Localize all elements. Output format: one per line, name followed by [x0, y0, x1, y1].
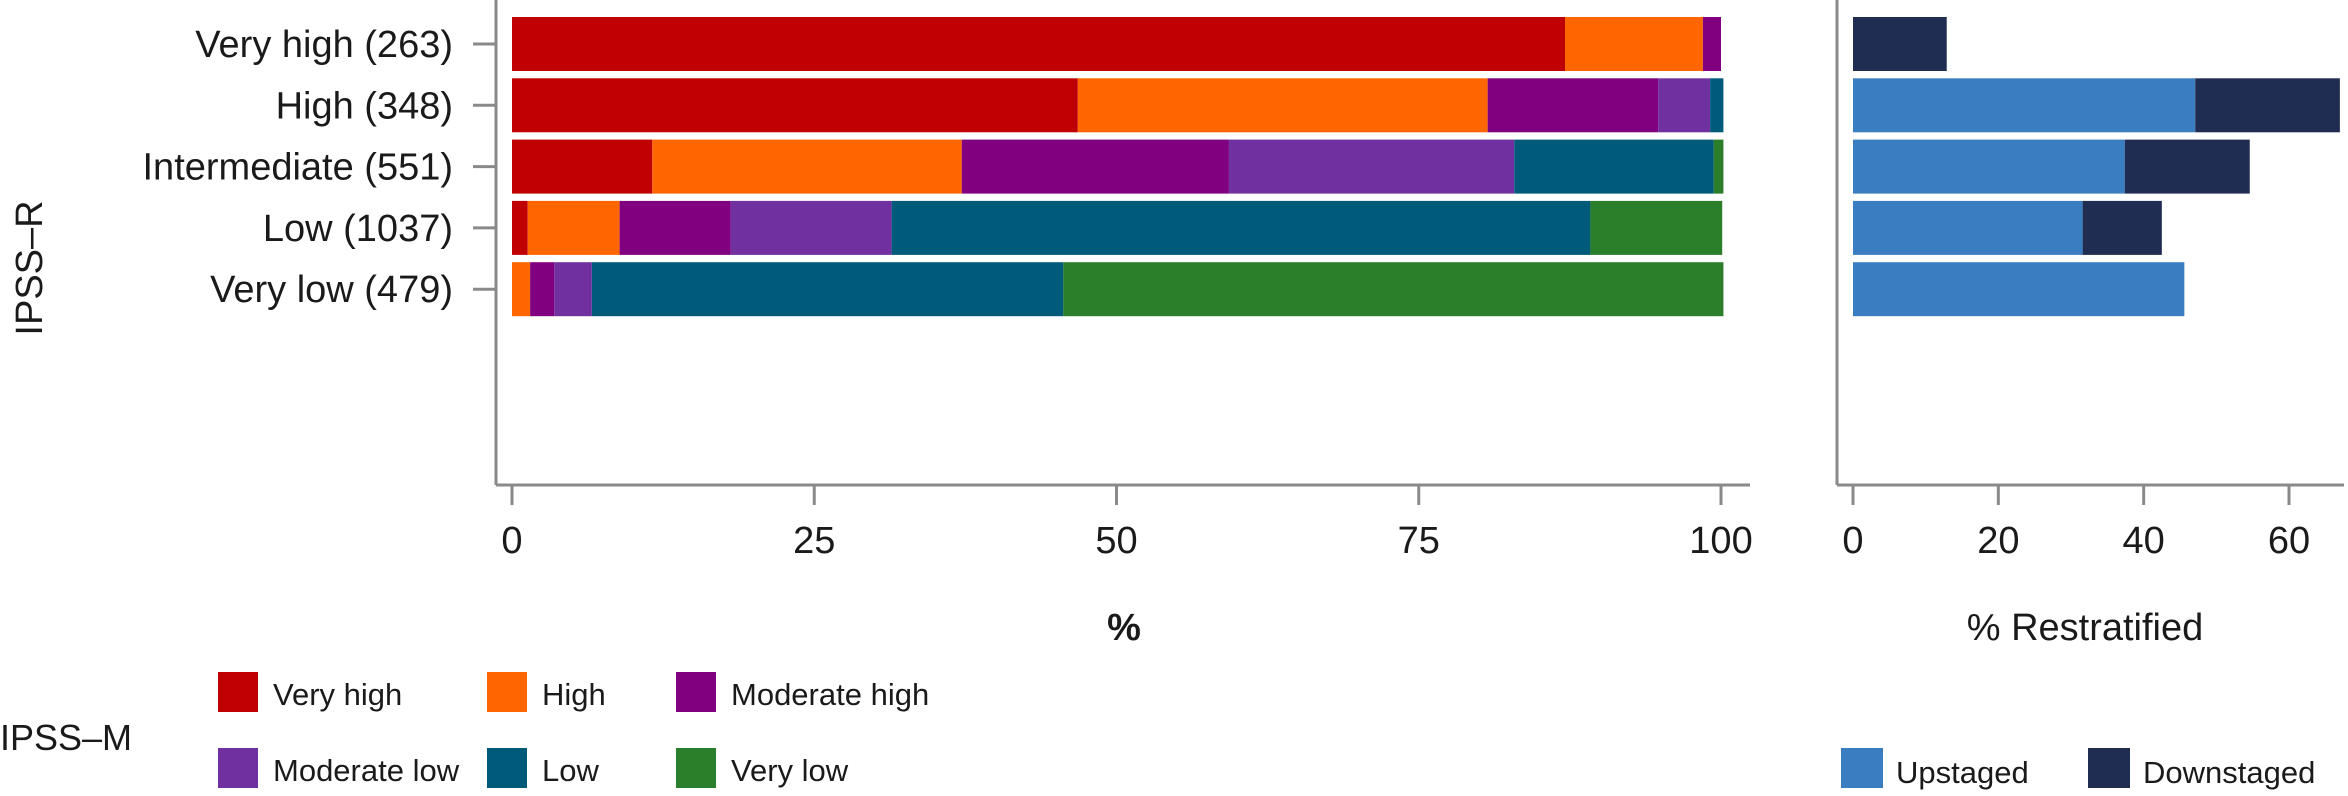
bar-downstaged-intermediate: [2124, 139, 2250, 194]
ipssm-legend-title: IPSS–M: [0, 717, 132, 758]
legend-swatch-low: [487, 748, 527, 788]
x-tick-label-75: 75: [1398, 520, 1440, 562]
bar-high-high: [1077, 78, 1488, 133]
bar-very-low-intermediate: [1713, 139, 1724, 194]
bar-very-high-very-high: [512, 17, 1566, 71]
legend-swatch-very-high: [218, 672, 258, 712]
bar-very-low-very-low: [1063, 262, 1724, 317]
bar-downstaged-low: [2082, 200, 2162, 255]
y-axis-title: IPSS–R: [9, 200, 51, 335]
bar-very-high-intermediate: [512, 139, 653, 194]
left-stacked-bar-panel: Very high (263) High (348) Intermediate (5…: [143, 0, 1753, 562]
right-x-axis-title: % Restratified: [1967, 607, 2204, 649]
bar-high-intermediate: [652, 139, 962, 194]
bar-moderate-low-very-low: [554, 262, 592, 317]
legend-label-very-low: Very low: [731, 753, 849, 788]
bar-upstaged-very-low: [1853, 262, 2185, 317]
bar-moderate-high-very-low: [530, 262, 555, 317]
bar-very-low-low: [1590, 200, 1723, 255]
bar-moderate-low-high: [1658, 78, 1711, 133]
y-tick-label-high: High (348): [276, 85, 453, 127]
y-tick-label-very-high: Very high (263): [195, 24, 453, 66]
legend-label-downstaged: Downstaged: [2143, 755, 2315, 790]
right-restratified-bar-panel: 0 20 40 60: [1835, 0, 2344, 562]
x-tick-label-60: 60: [2268, 520, 2310, 562]
bar-moderate-high-very-high: [1702, 17, 1721, 71]
bar-moderate-high-high: [1487, 78, 1659, 133]
y-tick-label-low: Low (1037): [263, 208, 453, 250]
legend-label-very-high: Very high: [273, 677, 402, 712]
x-tick-label-0: 0: [501, 520, 522, 562]
bar-very-high-high: [512, 78, 1078, 133]
bar-low-intermediate: [1514, 139, 1714, 194]
legend-label-moderate-high: Moderate high: [731, 677, 929, 712]
x-tick-label-0: 0: [1842, 520, 1863, 562]
y-tick-label-intermediate: Intermediate (551): [143, 147, 454, 189]
bar-moderate-high-low: [619, 200, 731, 255]
x-tick-label-20: 20: [1977, 520, 2019, 562]
legend-swatch-upstaged: [1841, 748, 1883, 788]
ipssm-legend: Very high High Moderate high Moderate low Lo…: [218, 672, 929, 788]
bar-upstaged-high: [1853, 78, 2196, 133]
bar-very-high-low: [512, 200, 528, 255]
legend-swatch-moderate-low: [218, 748, 258, 788]
restratified-legend: Upstaged Downstaged: [1841, 748, 2315, 790]
bar-upstaged-intermediate: [1853, 139, 2125, 194]
legend-swatch-very-low: [676, 748, 716, 788]
bar-low-high: [1710, 78, 1724, 133]
legend-swatch-downstaged: [2088, 748, 2130, 788]
bar-moderate-low-low: [730, 200, 892, 255]
legend-swatch-high: [487, 672, 527, 712]
x-tick-label-100: 100: [1689, 520, 1752, 562]
legend-label-upstaged: Upstaged: [1896, 755, 2029, 790]
bar-low-very-low: [591, 262, 1064, 317]
bar-moderate-high-intermediate: [961, 139, 1229, 194]
x-tick-label-40: 40: [2123, 520, 2165, 562]
bar-downstaged-very-high: [1853, 17, 1947, 71]
x-tick-label-50: 50: [1095, 520, 1137, 562]
bar-moderate-low-intermediate: [1228, 139, 1515, 194]
left-x-axis-title: %: [1107, 607, 1141, 649]
bar-high-very-high: [1565, 17, 1703, 71]
x-tick-label-25: 25: [793, 520, 835, 562]
bar-downstaged-high: [2195, 78, 2340, 133]
y-tick-label-very-low: Very low (479): [210, 269, 453, 311]
legend-label-high: High: [542, 677, 606, 712]
bar-high-low: [527, 200, 620, 255]
bar-high-very-low: [512, 262, 531, 317]
legend-label-moderate-low: Moderate low: [273, 753, 460, 788]
bar-upstaged-low: [1853, 200, 2083, 255]
legend-label-low: Low: [542, 753, 599, 788]
bar-low-low: [891, 200, 1591, 255]
legend-swatch-moderate-high: [676, 672, 716, 712]
